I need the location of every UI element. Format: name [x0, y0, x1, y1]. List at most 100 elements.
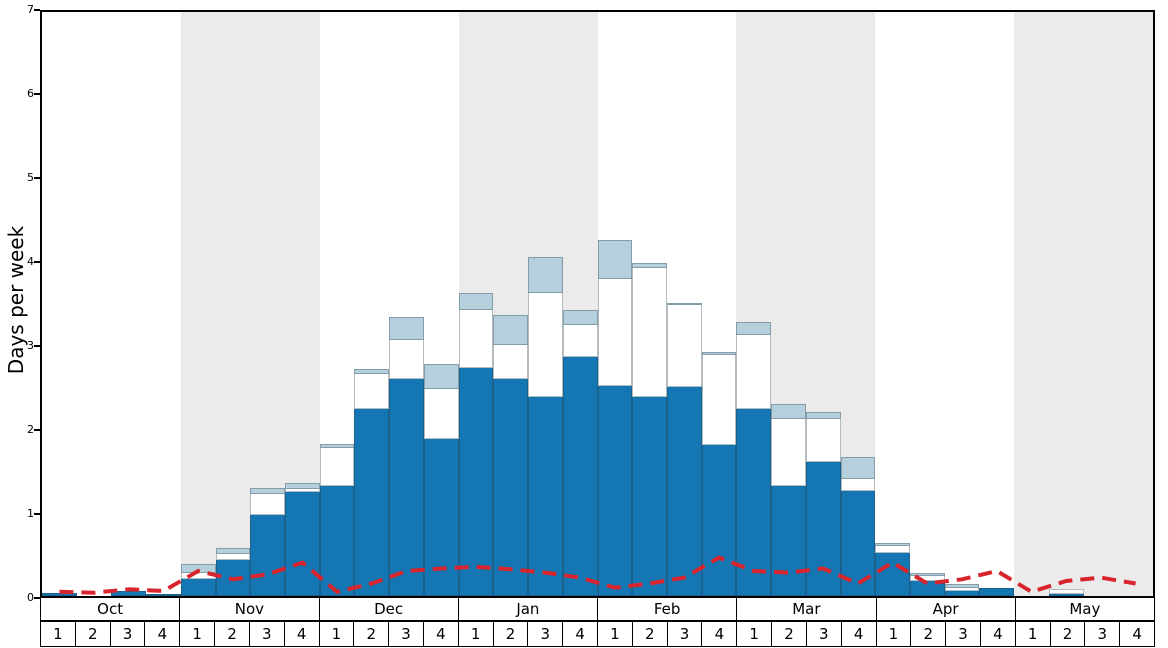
bar-segment-light-blue: [458, 293, 494, 310]
bar-segment-light-blue: [528, 257, 563, 294]
bar-segment-light-blue: [805, 411, 841, 420]
y-tick-mark-4: [34, 261, 40, 263]
bar-segment-dark-blue: [250, 515, 286, 596]
bar-dec-week-1: [319, 12, 355, 596]
bar-segment-light-blue: [944, 583, 980, 588]
y-tick-mark-0: [34, 597, 40, 599]
bar-segment-light-blue: [771, 404, 806, 420]
bar-segment-white: [805, 419, 841, 462]
week-label-mar-3: 3: [806, 622, 841, 646]
bar-segment-white: [319, 447, 355, 486]
month-label-jan: Jan: [458, 598, 597, 620]
week-label-mar-2: 2: [772, 622, 806, 646]
plot-area: [40, 10, 1155, 598]
bar-nov-week-4: [285, 12, 320, 596]
bar-segment-dark-blue: [423, 439, 459, 596]
y-tick-mark-2: [34, 429, 40, 431]
bar-segment-white: [528, 293, 563, 398]
bar-segment-white: [736, 334, 772, 410]
y-tick-label-4: 4: [27, 255, 34, 268]
bar-nov-week-3: [250, 12, 286, 596]
bar-segment-white: [597, 278, 633, 386]
bar-segment-light-blue: [215, 548, 251, 555]
week-label-may-3: 3: [1085, 622, 1120, 646]
y-tick-mark-3: [34, 345, 40, 347]
bar-segment-white: [562, 324, 598, 357]
bar-segment-dark-blue: [597, 385, 633, 596]
bar-oct-week-1: [42, 12, 77, 596]
bar-segment-dark-blue: [285, 491, 320, 596]
bar-segment-dark-blue: [1048, 593, 1084, 596]
week-label-feb-3: 3: [667, 622, 702, 646]
month-label-nov: Nov: [180, 598, 319, 620]
bar-segment-white: [875, 545, 910, 554]
bar-segment-dark-blue: [944, 591, 980, 596]
bar-segment-dark-blue: [458, 368, 494, 596]
bar-segment-white: [632, 268, 667, 398]
month-label-dec: Dec: [319, 598, 458, 620]
week-label-jan-3: 3: [528, 622, 563, 646]
bar-apr-week-4: [979, 12, 1015, 596]
bar-segment-light-blue: [597, 239, 633, 279]
bar-segment-dark-blue: [528, 397, 563, 596]
bar-segment-white: [285, 489, 320, 492]
bar-may-week-2: [1048, 12, 1084, 596]
bar-segment-white: [666, 304, 702, 387]
week-label-may-1: 1: [1015, 622, 1050, 646]
bar-segment-light-blue: [319, 444, 355, 448]
y-tick-mark-5: [34, 177, 40, 179]
bar-segment-dark-blue: [389, 379, 424, 596]
bar-segment-light-blue: [909, 573, 945, 576]
bar-segment-light-blue: [736, 321, 772, 335]
week-label-feb-1: 1: [598, 622, 632, 646]
y-tick-label-2: 2: [27, 423, 34, 436]
week-label-feb-2: 2: [632, 622, 667, 646]
bar-mar-week-3: [805, 12, 841, 596]
bar-oct-week-4: [146, 12, 181, 596]
bar-feb-week-2: [632, 12, 667, 596]
week-label-mar-1: 1: [737, 622, 772, 646]
bar-segment-white: [423, 389, 459, 440]
y-tick-label-1: 1: [27, 507, 34, 520]
week-label-dec-4: 4: [423, 622, 458, 646]
week-label-apr-1: 1: [876, 622, 911, 646]
bar-segment-white: [354, 374, 390, 410]
bar-segment-light-blue: [701, 351, 737, 355]
bar-segment-dark-blue: [493, 379, 529, 596]
bar-apr-week-2: [909, 12, 945, 596]
bar-segment-dark-blue: [180, 579, 216, 596]
bar-oct-week-3: [111, 12, 147, 596]
bar-feb-week-4: [701, 12, 737, 596]
month-label-apr: Apr: [876, 598, 1015, 620]
band-may: [1014, 12, 1153, 596]
month-axis: Oct Nov Dec Jan Feb Mar Apr May: [40, 598, 1155, 621]
bar-segment-white: [458, 309, 494, 369]
week-label-nov-2: 2: [215, 622, 249, 646]
y-tick-mark-1: [34, 513, 40, 515]
bar-segment-dark-blue: [701, 445, 737, 596]
week-label-apr-2: 2: [911, 622, 946, 646]
bar-jan-week-4: [562, 12, 598, 596]
week-label-dec-2: 2: [354, 622, 389, 646]
bar-segment-dark-blue: [111, 591, 147, 596]
bar-segment-light-blue: [423, 364, 459, 390]
week-label-nov-1: 1: [180, 622, 215, 646]
red-dashed-polyline: [59, 555, 1136, 595]
month-label-feb: Feb: [598, 598, 737, 620]
week-label-nov-4: 4: [284, 622, 319, 646]
bar-dec-week-2: [354, 12, 390, 596]
bar-segment-white: [215, 554, 251, 561]
bar-segment-dark-blue: [875, 553, 910, 596]
month-label-mar: Mar: [737, 598, 876, 620]
bar-segment-white: [1048, 589, 1084, 594]
week-label-oct-3: 3: [110, 622, 145, 646]
bar-segment-light-blue: [666, 302, 702, 305]
y-tick-mark-7: [34, 9, 40, 11]
bar-segment-dark-blue: [146, 594, 181, 596]
bar-segment-light-blue: [285, 483, 320, 490]
bar-segment-light-blue: [493, 314, 529, 345]
bar-segment-dark-blue: [909, 580, 945, 596]
y-tick-label-7: 7: [27, 3, 34, 16]
bar-segment-white: [944, 587, 980, 591]
